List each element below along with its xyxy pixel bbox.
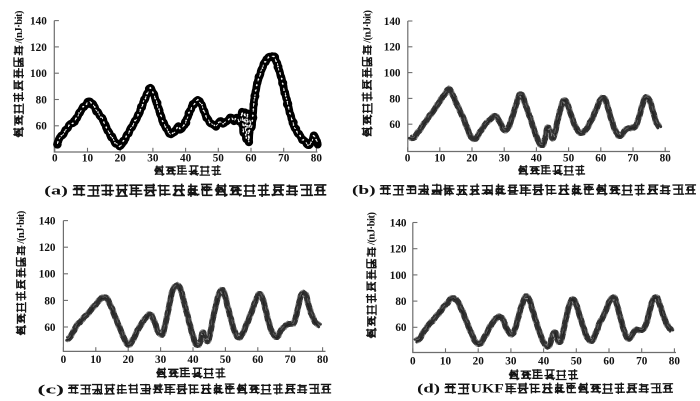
svg-text:50: 50 — [571, 355, 583, 367]
svg-text:50: 50 — [220, 354, 232, 366]
svg-text:80: 80 — [36, 94, 48, 106]
svg-text:30: 30 — [155, 354, 167, 366]
svg-text:80: 80 — [669, 355, 681, 367]
svg-text:70: 70 — [285, 354, 297, 366]
svg-text:60: 60 — [245, 152, 257, 164]
svg-text:70: 70 — [636, 355, 648, 367]
svg-text:40: 40 — [531, 153, 543, 165]
svg-text:/(nJ·bit): /(nJ·bit) — [367, 212, 378, 246]
svg-text:80: 80 — [317, 354, 329, 366]
svg-text:20: 20 — [473, 355, 485, 367]
svg-text:40: 40 — [180, 152, 192, 164]
svg-text:10: 10 — [434, 153, 446, 165]
svg-text:0: 0 — [52, 152, 58, 164]
svg-text:60: 60 — [36, 121, 48, 133]
svg-text:(c): (c) — [38, 382, 65, 396]
svg-text:60: 60 — [595, 153, 607, 165]
svg-text:10: 10 — [440, 355, 452, 367]
svg-text:140: 140 — [30, 16, 47, 28]
svg-text:100: 100 — [384, 68, 401, 80]
svg-text:60: 60 — [603, 355, 615, 367]
svg-text:0: 0 — [405, 153, 411, 165]
svg-text:100: 100 — [390, 270, 407, 282]
svg-text:120: 120 — [384, 42, 401, 54]
svg-text:30: 30 — [505, 355, 517, 367]
svg-text:100: 100 — [39, 269, 56, 281]
svg-text:20: 20 — [466, 153, 478, 165]
svg-text:50: 50 — [213, 152, 225, 164]
svg-text:80: 80 — [389, 93, 401, 105]
svg-text:80: 80 — [395, 296, 407, 308]
svg-text:120: 120 — [390, 244, 407, 256]
svg-text:30: 30 — [499, 153, 511, 165]
svg-text:(a): (a) — [44, 184, 68, 198]
svg-text:20: 20 — [123, 354, 135, 366]
svg-text:70: 70 — [627, 153, 639, 165]
svg-text:0: 0 — [61, 354, 67, 366]
svg-text:120: 120 — [39, 242, 56, 254]
svg-text:40: 40 — [187, 354, 199, 366]
svg-text:50: 50 — [563, 153, 575, 165]
svg-text:100: 100 — [30, 68, 47, 80]
svg-text:(b): (b) — [352, 183, 376, 197]
svg-text:UKF: UKF — [471, 382, 504, 396]
svg-text:60: 60 — [44, 322, 56, 334]
svg-text:60: 60 — [389, 119, 401, 131]
svg-text:40: 40 — [538, 355, 550, 367]
svg-text:60: 60 — [252, 354, 264, 366]
svg-text:(d): (d) — [417, 382, 440, 396]
svg-text:0: 0 — [410, 355, 416, 367]
svg-text:140: 140 — [39, 216, 56, 228]
svg-text:80: 80 — [311, 152, 323, 164]
svg-text:60: 60 — [395, 322, 407, 334]
svg-text:80: 80 — [44, 295, 56, 307]
svg-text:/(nJ·bit): /(nJ·bit) — [362, 9, 373, 43]
svg-text:/(nJ·bit): /(nJ·bit) — [16, 210, 27, 244]
svg-text:140: 140 — [384, 16, 401, 28]
svg-text:140: 140 — [390, 217, 407, 229]
svg-text:10: 10 — [90, 354, 102, 366]
svg-text:20: 20 — [115, 152, 127, 164]
svg-text:30: 30 — [147, 152, 159, 164]
svg-text:10: 10 — [82, 152, 94, 164]
svg-text:/(nJ·bit): /(nJ·bit) — [14, 10, 25, 44]
svg-text:80: 80 — [660, 153, 672, 165]
svg-text:70: 70 — [278, 152, 290, 164]
svg-text:120: 120 — [30, 42, 47, 54]
